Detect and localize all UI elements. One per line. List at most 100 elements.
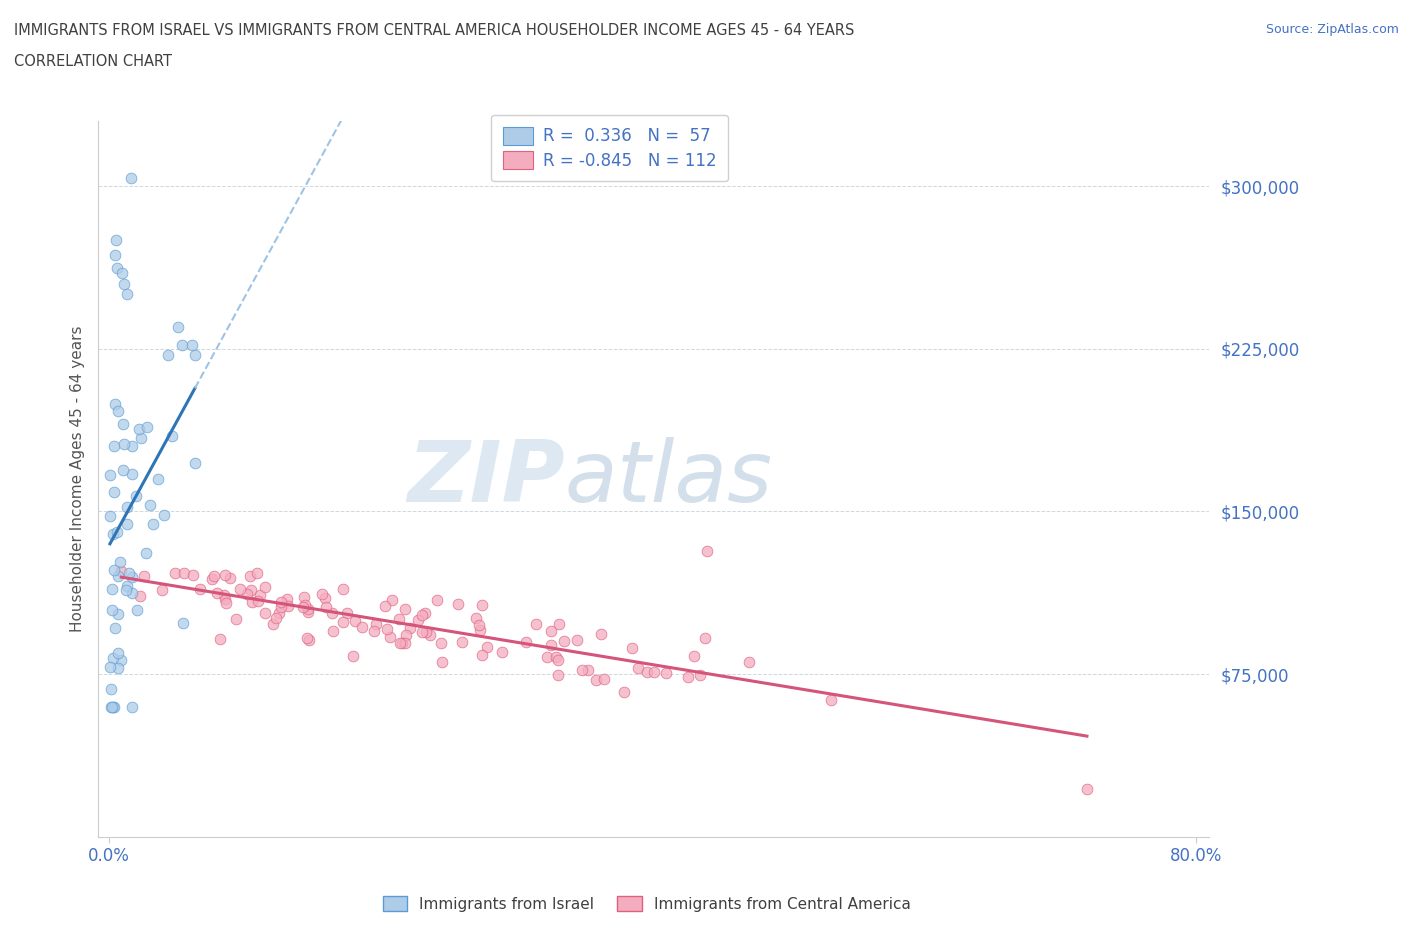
Point — [415, 624, 437, 639]
Point — [105, 525, 128, 539]
Point — [342, 648, 364, 663]
Point — [468, 618, 491, 632]
Point — [654, 666, 676, 681]
Point — [183, 456, 205, 471]
Point — [201, 572, 224, 587]
Point — [738, 654, 761, 669]
Point — [103, 699, 125, 714]
Point — [627, 660, 650, 675]
Point — [103, 563, 125, 578]
Point — [104, 396, 127, 411]
Point — [536, 650, 558, 665]
Point — [214, 588, 236, 603]
Point — [100, 659, 122, 674]
Point — [107, 606, 129, 621]
Point — [276, 591, 298, 606]
Point — [247, 593, 270, 608]
Point — [352, 619, 374, 634]
Point — [100, 602, 122, 617]
Point — [104, 620, 127, 635]
Point — [148, 472, 170, 486]
Point — [683, 648, 706, 663]
Point — [297, 601, 319, 616]
Point — [156, 348, 179, 363]
Point — [471, 648, 494, 663]
Point — [524, 617, 547, 631]
Point — [138, 498, 160, 512]
Point — [172, 616, 194, 631]
Text: IMMIGRANTS FROM ISRAEL VS IMMIGRANTS FROM CENTRAL AMERICA HOUSEHOLDER INCOME AGE: IMMIGRANTS FROM ISRAEL VS IMMIGRANTS FRO… — [14, 23, 855, 38]
Point — [214, 591, 236, 606]
Point — [270, 600, 292, 615]
Point — [160, 429, 183, 444]
Point — [298, 632, 321, 647]
Point — [112, 276, 135, 291]
Point — [115, 499, 138, 514]
Point — [363, 623, 385, 638]
Point — [105, 232, 128, 247]
Point — [336, 605, 359, 620]
Point — [643, 665, 665, 680]
Point — [678, 669, 700, 684]
Point — [128, 589, 150, 604]
Text: Source: ZipAtlas.com: Source: ZipAtlas.com — [1265, 23, 1399, 36]
Point — [475, 639, 498, 654]
Point — [153, 508, 176, 523]
Point — [134, 569, 156, 584]
Point — [468, 623, 491, 638]
Point — [115, 287, 138, 302]
Point — [426, 592, 449, 607]
Point — [1076, 782, 1098, 797]
Point — [101, 526, 124, 541]
Point — [100, 682, 122, 697]
Point — [547, 668, 569, 683]
Point — [613, 684, 636, 699]
Point — [292, 590, 315, 604]
Point — [107, 404, 129, 418]
Point — [103, 699, 125, 714]
Point — [540, 624, 562, 639]
Point — [294, 597, 316, 612]
Point — [394, 635, 416, 650]
Point — [450, 634, 472, 649]
Point — [270, 594, 292, 609]
Point — [107, 660, 129, 675]
Point — [297, 604, 319, 619]
Point — [166, 320, 188, 335]
Point — [214, 567, 236, 582]
Point — [188, 582, 211, 597]
Point — [117, 578, 139, 593]
Point — [576, 662, 599, 677]
Point — [100, 699, 122, 714]
Point — [103, 439, 125, 454]
Point — [291, 600, 314, 615]
Point — [447, 597, 470, 612]
Point — [101, 581, 124, 596]
Point — [98, 509, 121, 524]
Point — [107, 645, 129, 660]
Point — [240, 582, 263, 597]
Point — [127, 603, 149, 618]
Point — [592, 671, 614, 686]
Point — [150, 583, 173, 598]
Point — [430, 635, 453, 650]
Point — [415, 605, 437, 620]
Point — [380, 592, 402, 607]
Point — [135, 419, 157, 434]
Point — [183, 567, 205, 582]
Y-axis label: Householder Income Ages 45 - 64 years: Householder Income Ages 45 - 64 years — [69, 326, 84, 632]
Point — [115, 517, 138, 532]
Point — [101, 699, 124, 714]
Point — [571, 662, 593, 677]
Point — [103, 485, 125, 499]
Point — [215, 595, 238, 610]
Point — [135, 545, 157, 560]
Point — [253, 580, 276, 595]
Point — [620, 641, 643, 656]
Point — [636, 665, 658, 680]
Point — [240, 595, 263, 610]
Point — [547, 653, 569, 668]
Point — [553, 633, 575, 648]
Point — [121, 438, 143, 453]
Point — [209, 632, 232, 647]
